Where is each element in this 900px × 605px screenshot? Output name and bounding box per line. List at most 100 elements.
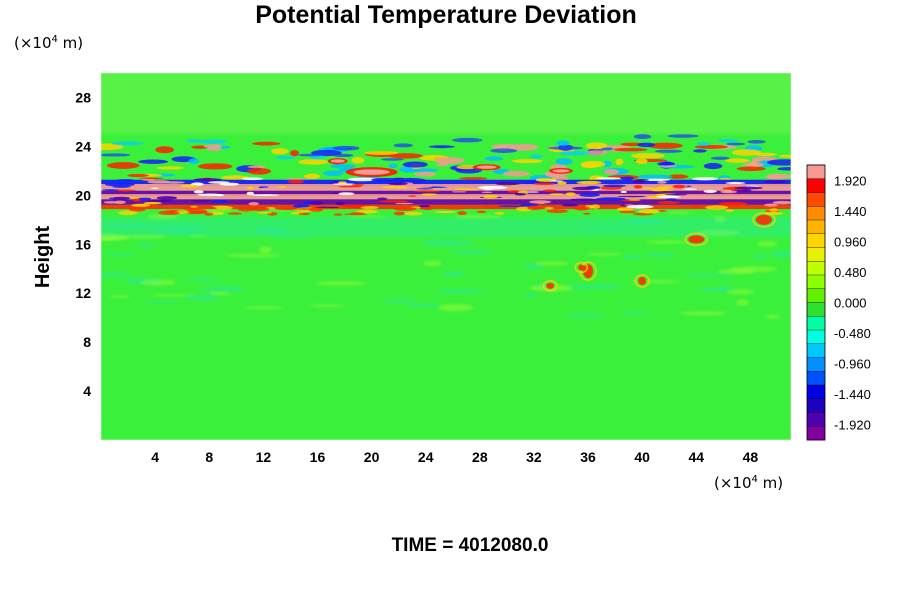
- band-streak: [453, 188, 480, 191]
- band-streak: [150, 187, 159, 190]
- band-streak: [703, 189, 717, 193]
- band-streak: [147, 180, 171, 184]
- weak-perturbation: [140, 279, 176, 286]
- band-streak: [634, 178, 649, 181]
- main-band-layer: [101, 190, 791, 197]
- wave-packet: [388, 163, 398, 169]
- y-tick-label: 28: [75, 89, 91, 105]
- band-streak: [640, 178, 671, 182]
- band-edge: [128, 207, 146, 212]
- band-streak: [579, 193, 601, 197]
- contour-field: [101, 73, 791, 440]
- band-streak: [414, 190, 440, 193]
- weak-perturbation: [201, 286, 246, 293]
- y-tick-label: 24: [75, 138, 91, 154]
- x-tick-label: 20: [364, 449, 380, 465]
- wave-packet: [206, 146, 222, 151]
- wave-packet: [197, 163, 233, 170]
- band-edge: [403, 211, 423, 216]
- band-edge: [583, 212, 591, 215]
- band-streak: [549, 193, 565, 196]
- band-streak: [394, 202, 414, 205]
- band-streak: [495, 182, 520, 186]
- band-streak: [193, 190, 204, 194]
- colorbar-frame: [806, 164, 826, 441]
- band-edge: [725, 209, 734, 212]
- band-streak: [657, 201, 680, 205]
- band-streak: [103, 201, 119, 204]
- wave-packet: [584, 150, 608, 156]
- weak-perturbation: [565, 313, 606, 318]
- colorbar-tick-label: 1.920: [834, 173, 867, 188]
- colorbar-ticks: 1.920 1.440 0.960 0.480 0.000 -0.480 -0.960 -1.…: [834, 173, 871, 432]
- large-wave-core: [353, 169, 390, 175]
- band-streak: [332, 183, 355, 185]
- x-tick-label: 28: [472, 449, 488, 465]
- x-tick-label: 12: [256, 449, 272, 465]
- x-tick-label: 8: [205, 449, 213, 465]
- band-streak: [137, 185, 152, 188]
- band-streak: [649, 188, 668, 192]
- main-band-layer: [101, 194, 791, 201]
- red-spot: [546, 282, 555, 289]
- weak-perturbation: [586, 252, 623, 256]
- colorbar-swatch: [807, 220, 825, 235]
- band-streak: [477, 185, 508, 190]
- upper-arc: [667, 134, 699, 138]
- spot-halo: [684, 232, 709, 247]
- band-streak: [246, 186, 254, 190]
- y-unit-label: (×104 m): [14, 34, 83, 52]
- wave-packet: [106, 162, 140, 169]
- band-streak: [683, 188, 697, 190]
- upper-arc: [601, 147, 614, 151]
- band-streak: [482, 194, 499, 199]
- band-streak: [141, 178, 155, 181]
- band-edge: [360, 205, 379, 210]
- upper-arc: [393, 143, 414, 148]
- colorbar-tick-label: -1.920: [834, 418, 871, 433]
- wave-packet: [127, 173, 149, 178]
- wave-packet: [402, 161, 428, 168]
- band-edge: [544, 207, 554, 210]
- wave-packet: [637, 142, 656, 148]
- large-wave-core: [330, 159, 345, 163]
- weak-perturbation: [109, 295, 130, 298]
- band-streak: [138, 197, 151, 201]
- wave-packet: [270, 148, 289, 155]
- weak-perturbation: [770, 250, 791, 258]
- band-streak: [335, 201, 346, 206]
- upper-arc: [718, 138, 739, 143]
- wave-packet: [693, 149, 707, 153]
- band-streak: [561, 203, 579, 207]
- band-edge: [393, 206, 417, 211]
- band-streak: [116, 179, 135, 182]
- weak-perturbation: [757, 241, 777, 247]
- weak-perturbation: [309, 304, 346, 307]
- band-streak: [113, 200, 126, 204]
- colorbar-swatch: [807, 426, 825, 441]
- band-streak: [104, 182, 135, 187]
- upper-arc: [654, 149, 683, 153]
- weak-perturbation: [405, 303, 442, 308]
- x-tick-label: 16: [310, 449, 326, 465]
- spot-halo: [634, 274, 650, 288]
- main-band-layer: [101, 199, 791, 205]
- band-streak: [260, 187, 287, 190]
- band-edge: [350, 212, 365, 215]
- weak-perturbation: [452, 249, 491, 254]
- band-streak: [139, 177, 164, 179]
- band-streak: [691, 177, 718, 181]
- wave-packet: [778, 154, 791, 158]
- band-edge: [257, 211, 273, 214]
- band-streak: [416, 188, 434, 190]
- band-streak: [338, 192, 355, 196]
- upper-arc: [332, 145, 360, 151]
- y-tick-label: 16: [75, 236, 91, 252]
- band-edge: [420, 207, 434, 211]
- band-streak: [656, 186, 676, 189]
- upper-smooth-region: [101, 73, 791, 135]
- weak-perturbation: [225, 253, 280, 258]
- weak-perturbation: [208, 291, 231, 296]
- large-wave-core: [476, 165, 497, 169]
- colorbar-swatch: [807, 178, 825, 193]
